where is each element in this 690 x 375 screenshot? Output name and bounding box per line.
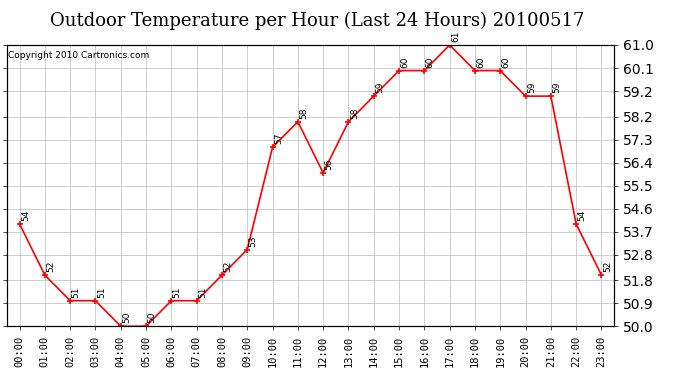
Text: 59: 59 [527, 82, 536, 93]
Text: Outdoor Temperature per Hour (Last 24 Hours) 20100517: Outdoor Temperature per Hour (Last 24 Ho… [50, 11, 584, 30]
Text: 53: 53 [248, 235, 257, 247]
Text: 51: 51 [198, 286, 207, 298]
Text: 50: 50 [148, 312, 157, 324]
Text: 51: 51 [172, 286, 181, 298]
Text: Copyright 2010 Cartronics.com: Copyright 2010 Cartronics.com [8, 51, 149, 60]
Text: 52: 52 [46, 261, 55, 272]
Text: 52: 52 [603, 261, 612, 272]
Text: 54: 54 [578, 210, 586, 221]
Text: 60: 60 [476, 56, 485, 68]
Text: 61: 61 [451, 31, 460, 42]
Text: 54: 54 [21, 210, 30, 221]
Text: 58: 58 [350, 107, 359, 119]
Text: 59: 59 [552, 82, 561, 93]
Text: 59: 59 [375, 82, 384, 93]
Text: 50: 50 [122, 312, 131, 324]
Text: 60: 60 [502, 56, 511, 68]
Text: 60: 60 [426, 56, 435, 68]
Text: 60: 60 [400, 56, 409, 68]
Text: 56: 56 [324, 159, 333, 170]
Text: 51: 51 [97, 286, 106, 298]
Text: 51: 51 [72, 286, 81, 298]
Text: 58: 58 [299, 107, 308, 119]
Text: 57: 57 [274, 133, 283, 144]
Text: 52: 52 [224, 261, 233, 272]
